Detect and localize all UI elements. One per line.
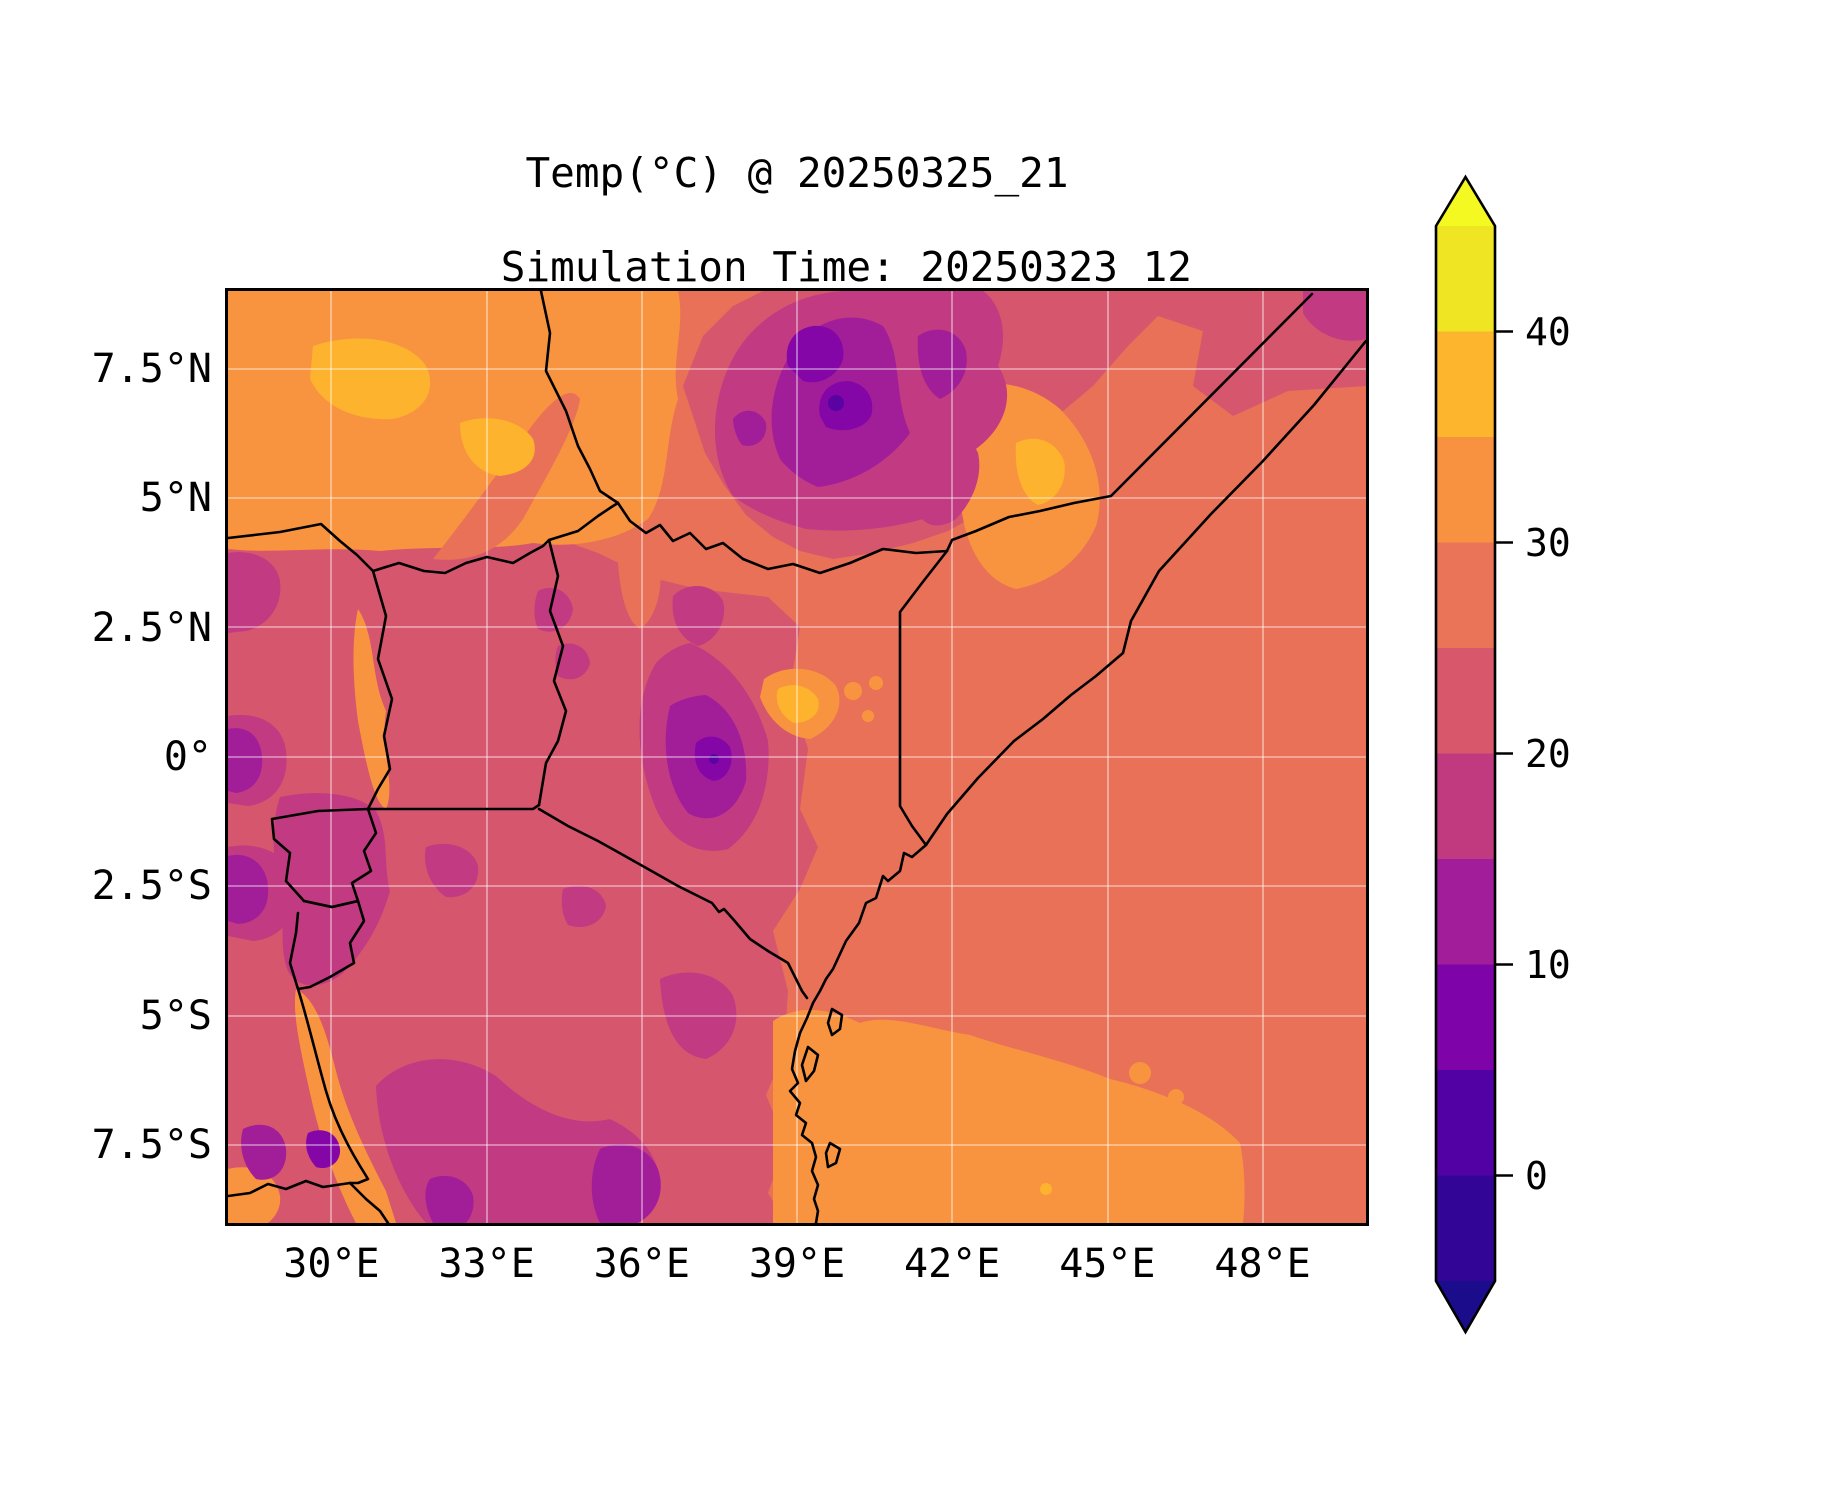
- colorbar-tick-label: 30: [1525, 520, 1571, 565]
- colorbar-band: [1436, 331, 1495, 437]
- colorbar-band: [1436, 1175, 1495, 1281]
- x-tick-label: 33°E: [438, 1241, 535, 1287]
- country-borders: [228, 291, 1366, 1223]
- y-tick-label: 0°: [163, 734, 212, 780]
- y-tick-label: 5°S: [139, 992, 212, 1039]
- x-tick-label: 36°E: [593, 1241, 690, 1287]
- graticule: [228, 291, 1366, 1223]
- title-line-2: Simulation Time: 20250323_12: [500, 243, 1192, 291]
- colorbar-outline: [1434, 174, 1497, 1335]
- x-tick-label: 30°E: [283, 1241, 380, 1287]
- plot-title: Temp(°C) @ 20250325_21 Simulation Time: …: [228, 150, 1366, 291]
- x-tick-label: 42°E: [904, 1241, 1001, 1287]
- colorbar-band: [1436, 753, 1495, 859]
- x-tick-label: 39°E: [748, 1241, 846, 1287]
- colorbar-band: [1436, 1070, 1495, 1176]
- y-tick-label: 2.5°N: [91, 604, 212, 651]
- colorbar-band: [1436, 859, 1495, 965]
- colorbar-band: [1436, 964, 1495, 1070]
- colorbar-band: [1436, 226, 1495, 332]
- y-tick-label: 5°N: [139, 475, 212, 522]
- colorbar-band: [1436, 542, 1495, 648]
- colorbar-tick-label: 10: [1525, 942, 1571, 987]
- mafia-island: [824, 1141, 842, 1169]
- colorbar-tick-label: 20: [1525, 731, 1571, 776]
- colorbar-tick-label: 40: [1525, 309, 1571, 354]
- colorbar-band: [1436, 648, 1495, 754]
- field-25-30-pockets: [433, 393, 661, 629]
- pemba-island: [826, 1007, 844, 1037]
- title-line-1: Temp(°C) @ 20250325_21: [525, 149, 1069, 197]
- colorbar: [1434, 174, 1513, 1335]
- x-tick-label: 45°E: [1059, 1241, 1156, 1287]
- map-axes: [225, 288, 1369, 1226]
- x-tick-label: 48°E: [1214, 1241, 1311, 1287]
- colorbar-ticks: [1495, 330, 1513, 1177]
- zanzibar-island: [800, 1045, 820, 1083]
- y-tick-label: 7.5°S: [91, 1122, 212, 1169]
- colorbar-extend-under: [1436, 1281, 1495, 1332]
- temperature-map: [228, 291, 1366, 1223]
- y-tick-label: 2.5°S: [91, 863, 212, 910]
- colorbar-bands: [1436, 226, 1495, 1281]
- colorbar-extend-over: [1436, 177, 1495, 226]
- coastline: [788, 339, 1366, 1223]
- colorbar-tick-label: 0: [1525, 1153, 1548, 1198]
- colorbar-band: [1436, 437, 1495, 543]
- y-tick-label: 7.5°N: [91, 345, 212, 392]
